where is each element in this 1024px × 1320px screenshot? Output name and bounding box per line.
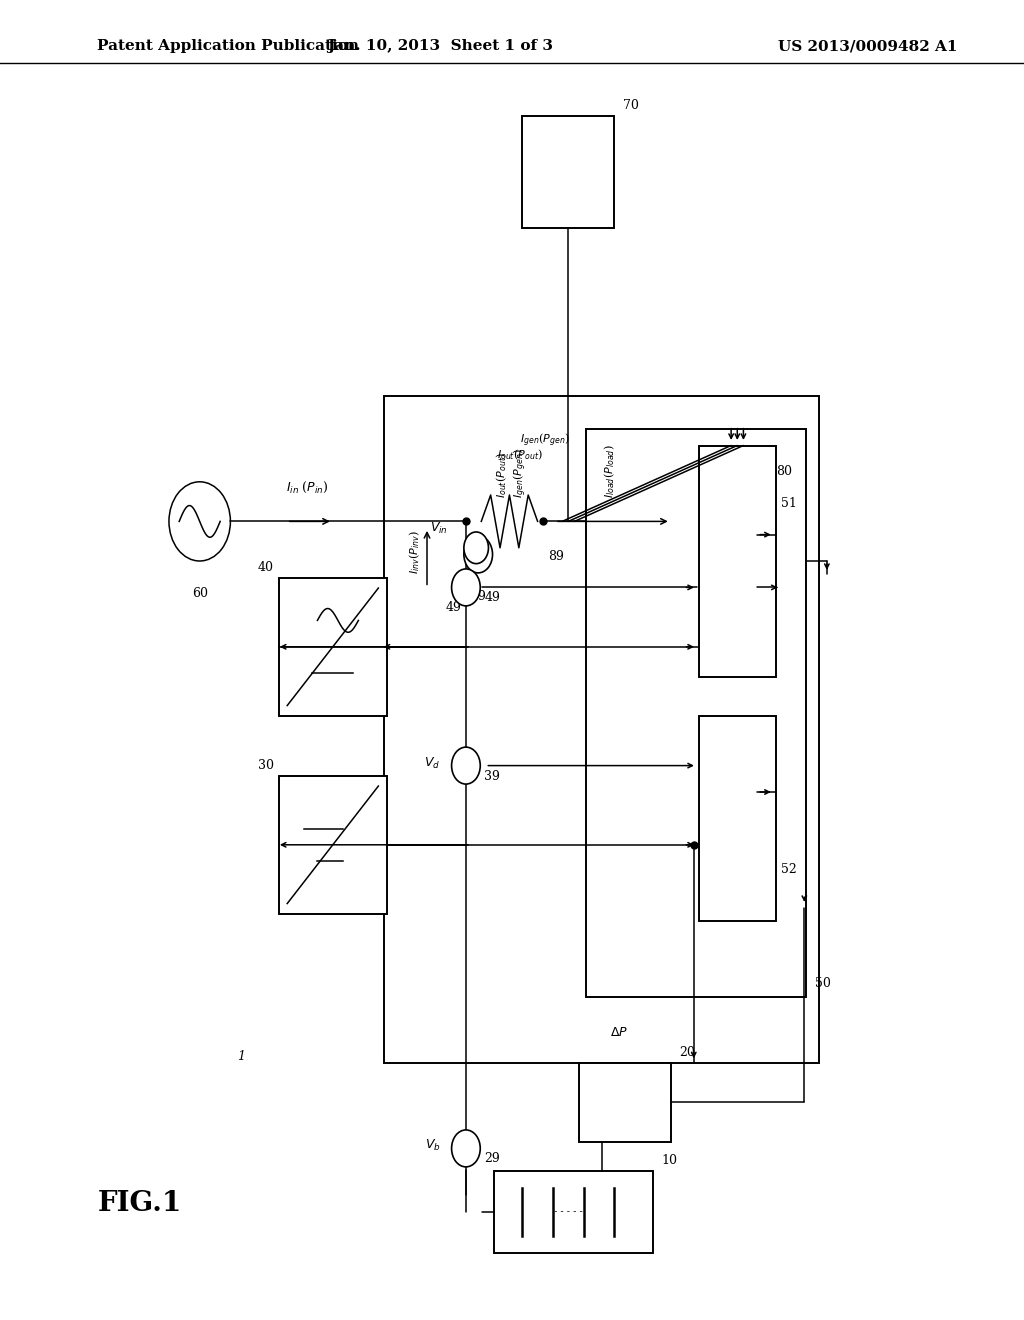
Text: 49: 49 (445, 601, 462, 614)
Text: 51: 51 (780, 496, 797, 510)
Text: $I_{in}$ ($P_{in}$): $I_{in}$ ($P_{in}$) (286, 479, 329, 495)
Text: 29: 29 (484, 1152, 500, 1166)
Text: $I_{out}$($P_{out}$): $I_{out}$($P_{out}$) (497, 447, 543, 462)
Text: $I_{gen}$($P_{gen}$): $I_{gen}$($P_{gen}$) (512, 447, 529, 498)
Bar (698, 446, 776, 677)
Bar (676, 482, 768, 574)
Bar (279, 776, 387, 913)
Text: 70: 70 (623, 99, 639, 112)
Text: FIG.1: FIG.1 (97, 1191, 181, 1217)
Text: - - - - -: - - - - - (554, 1208, 583, 1216)
Circle shape (452, 569, 480, 606)
Text: $V_d$: $V_d$ (424, 755, 440, 771)
Text: 69: 69 (470, 590, 486, 603)
Circle shape (464, 536, 493, 573)
Bar (279, 578, 387, 715)
Bar (384, 396, 819, 1063)
Bar (586, 429, 807, 997)
Text: 52: 52 (780, 863, 797, 876)
Bar (579, 1063, 671, 1142)
Text: 50: 50 (815, 977, 830, 990)
Text: $I_{load}$($P_{load}$): $I_{load}$($P_{load}$) (602, 444, 617, 498)
Text: 20: 20 (679, 1045, 695, 1059)
Text: $V_b$: $V_b$ (425, 1138, 440, 1154)
Text: $V_{in}$: $V_{in}$ (429, 520, 447, 536)
Text: $\Delta P$: $\Delta P$ (610, 1026, 629, 1039)
Text: 30: 30 (258, 759, 274, 771)
Text: 39: 39 (484, 770, 501, 783)
Circle shape (464, 532, 488, 564)
Text: 80: 80 (776, 465, 793, 478)
Text: 10: 10 (662, 1154, 677, 1167)
Text: 40: 40 (258, 561, 274, 573)
Text: 89: 89 (548, 550, 564, 564)
Text: US 2013/0009482 A1: US 2013/0009482 A1 (778, 40, 957, 53)
Text: Patent Application Publication: Patent Application Publication (97, 40, 359, 53)
Text: $I_{out}$($P_{out}$): $I_{out}$($P_{out}$) (495, 451, 509, 498)
Bar (522, 116, 614, 227)
Text: Jan. 10, 2013  Sheet 1 of 3: Jan. 10, 2013 Sheet 1 of 3 (328, 40, 553, 53)
Text: 1: 1 (237, 1049, 245, 1063)
Text: $I_{gen}$($P_{gen}$): $I_{gen}$($P_{gen}$) (520, 432, 570, 449)
Text: 49: 49 (484, 591, 501, 605)
Circle shape (452, 747, 480, 784)
Text: 60: 60 (191, 587, 208, 601)
Bar (698, 715, 776, 921)
Circle shape (452, 1130, 480, 1167)
Text: $I_{inv}$($P_{inv}$): $I_{inv}$($P_{inv}$) (408, 531, 422, 574)
Bar (495, 1171, 653, 1253)
